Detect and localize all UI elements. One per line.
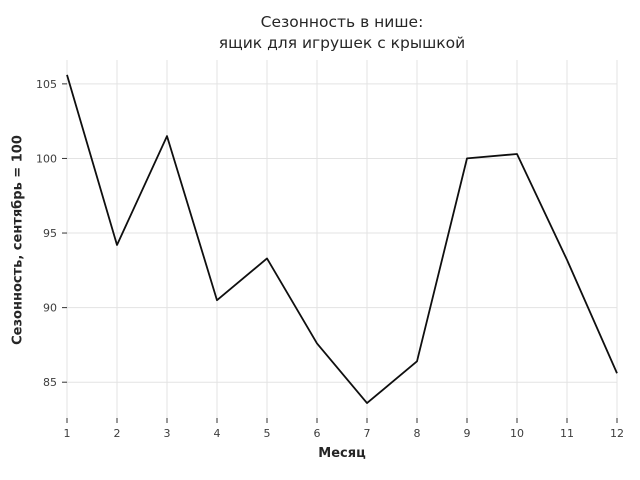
x-tick-label: 9 <box>464 427 471 440</box>
x-tick-label: 1 <box>64 427 71 440</box>
x-tick-label: 10 <box>510 427 524 440</box>
x-tick-label: 8 <box>414 427 421 440</box>
y-tick-label: 95 <box>43 227 57 240</box>
x-tick-label: 11 <box>560 427 574 440</box>
x-tick-label: 3 <box>164 427 171 440</box>
chart-title: Сезонность в нише: ящик для игрушек с кр… <box>67 12 617 54</box>
x-tick-label: 6 <box>314 427 321 440</box>
x-tick-label: 7 <box>364 427 371 440</box>
y-tick-label: 90 <box>43 302 57 315</box>
y-tick-label: 105 <box>36 78 57 91</box>
chart-title-line-2: ящик для игрушек с крышкой <box>218 34 466 52</box>
y-tick-label: 100 <box>36 152 57 165</box>
x-tick-label: 4 <box>214 427 221 440</box>
x-tick-label: 2 <box>114 427 121 440</box>
x-tick-label: 12 <box>610 427 624 440</box>
seasonality-series-line <box>66 74 618 405</box>
x-axis-label: Месяц <box>318 446 366 461</box>
y-tick-label: 85 <box>43 376 57 389</box>
chart-title-line-1: Сезонность в нише: <box>260 13 424 31</box>
x-tick-label: 5 <box>264 427 271 440</box>
